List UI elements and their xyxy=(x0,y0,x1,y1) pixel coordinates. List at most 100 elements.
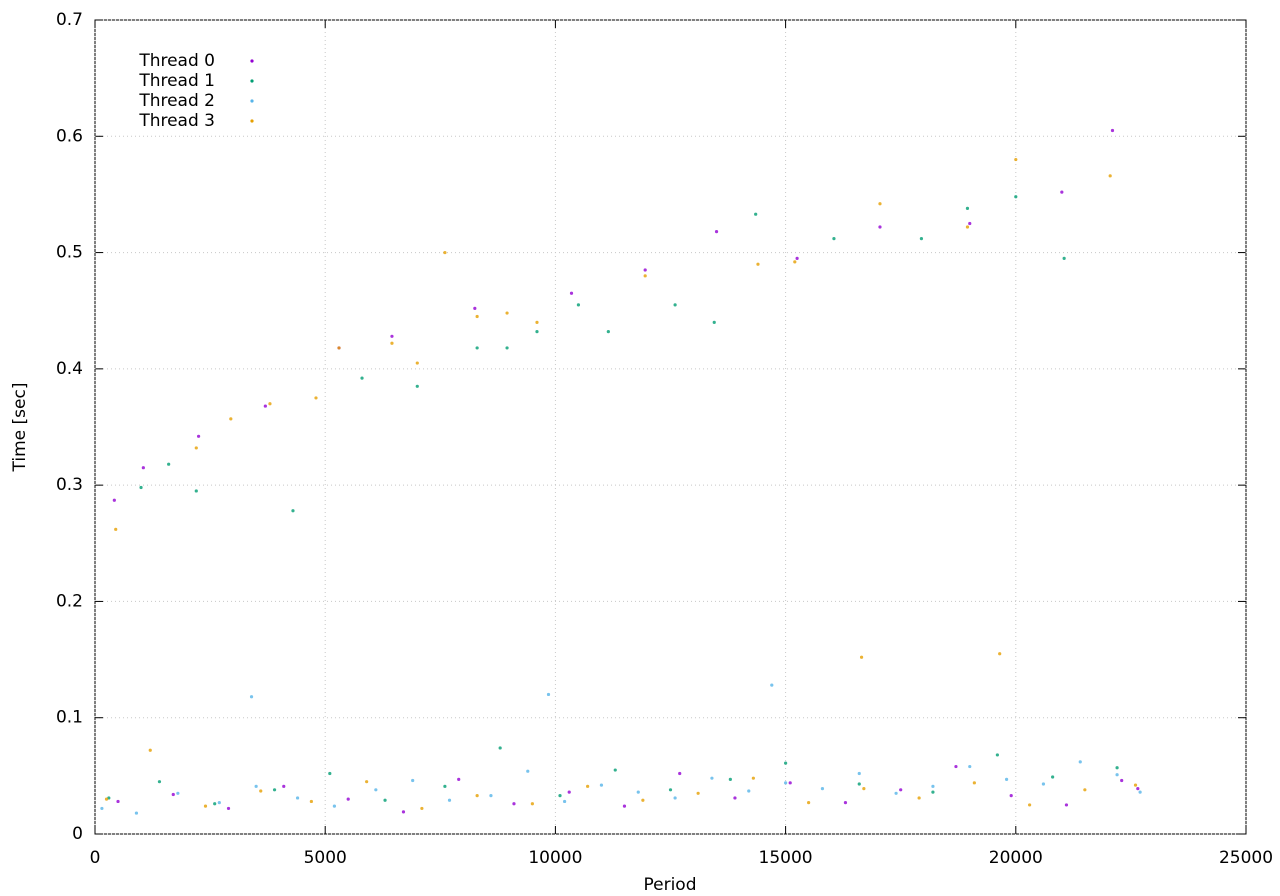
point xyxy=(678,771,682,776)
point xyxy=(360,376,364,380)
point xyxy=(1028,803,1032,807)
point xyxy=(788,781,792,785)
x-tick-label: 5000 xyxy=(304,848,347,868)
point xyxy=(567,790,571,794)
point xyxy=(820,787,825,791)
point xyxy=(213,802,217,806)
point xyxy=(696,791,700,795)
point xyxy=(563,799,567,804)
point xyxy=(167,462,171,466)
plot-frame xyxy=(94,19,1247,835)
point xyxy=(196,434,201,438)
point xyxy=(643,274,647,278)
point xyxy=(443,784,447,788)
point xyxy=(328,771,332,776)
y-tick-label: 0.7 xyxy=(56,10,83,30)
point xyxy=(965,206,970,210)
point xyxy=(807,801,811,805)
point xyxy=(857,771,861,776)
legend-label: Thread 1 xyxy=(138,71,215,91)
point xyxy=(784,781,788,785)
point xyxy=(415,384,419,388)
point xyxy=(1064,803,1069,807)
point xyxy=(878,202,882,206)
point xyxy=(832,237,836,241)
point xyxy=(770,683,774,687)
point xyxy=(793,260,797,264)
point xyxy=(383,798,387,802)
point xyxy=(714,230,719,234)
point xyxy=(546,692,551,697)
y-tick-label: 0.6 xyxy=(56,126,83,146)
point xyxy=(1004,777,1009,781)
x-tick-label: 0 xyxy=(90,848,101,868)
point xyxy=(862,787,866,791)
point xyxy=(415,361,419,365)
point xyxy=(229,417,233,421)
point xyxy=(1115,766,1119,770)
y-tick-label: 0.5 xyxy=(56,243,83,263)
point xyxy=(931,790,935,794)
point xyxy=(784,761,788,765)
point xyxy=(636,790,640,794)
point xyxy=(1083,788,1087,792)
point xyxy=(249,695,254,699)
point xyxy=(622,804,627,808)
point xyxy=(259,789,263,793)
point xyxy=(1014,195,1018,199)
point xyxy=(217,801,221,805)
point xyxy=(668,788,673,792)
point xyxy=(857,782,861,786)
point xyxy=(756,262,760,266)
y-tick-label: 0.1 xyxy=(56,708,83,728)
x-tick-label: 15000 xyxy=(759,848,813,868)
point xyxy=(1078,760,1082,764)
point xyxy=(843,801,848,805)
point xyxy=(569,291,574,295)
point xyxy=(498,746,502,750)
point xyxy=(1062,256,1066,260)
point xyxy=(1051,775,1055,779)
point xyxy=(1108,174,1112,178)
legend-swatch xyxy=(250,99,254,103)
point xyxy=(1041,782,1046,786)
point xyxy=(576,303,581,307)
point xyxy=(535,330,539,334)
point xyxy=(747,789,751,793)
point xyxy=(535,320,539,324)
point xyxy=(917,796,921,800)
point xyxy=(505,311,509,315)
legend-swatch xyxy=(250,79,254,83)
point xyxy=(526,769,530,773)
point xyxy=(968,764,972,769)
point xyxy=(475,314,479,319)
point xyxy=(291,509,295,513)
point xyxy=(171,792,175,797)
point xyxy=(390,341,394,345)
point xyxy=(226,806,231,811)
point xyxy=(332,804,337,808)
point xyxy=(1110,128,1115,133)
point xyxy=(954,764,958,769)
x-tick-label: 20000 xyxy=(989,848,1043,868)
legend-label: Thread 3 xyxy=(138,111,215,131)
point xyxy=(148,748,152,752)
point xyxy=(176,791,180,795)
legend-swatch xyxy=(250,59,254,63)
point xyxy=(489,794,493,798)
point xyxy=(139,485,143,490)
point xyxy=(112,498,116,502)
y-tick-label: 0.4 xyxy=(56,359,83,379)
y-axis-label: Time [sec] xyxy=(10,383,30,473)
point xyxy=(512,802,516,806)
point xyxy=(365,780,369,784)
point xyxy=(599,783,604,787)
point xyxy=(754,212,758,216)
point xyxy=(401,810,406,814)
point xyxy=(194,489,198,493)
point xyxy=(309,799,313,804)
point xyxy=(272,788,277,792)
legend-swatch xyxy=(250,119,254,123)
point xyxy=(919,237,924,241)
